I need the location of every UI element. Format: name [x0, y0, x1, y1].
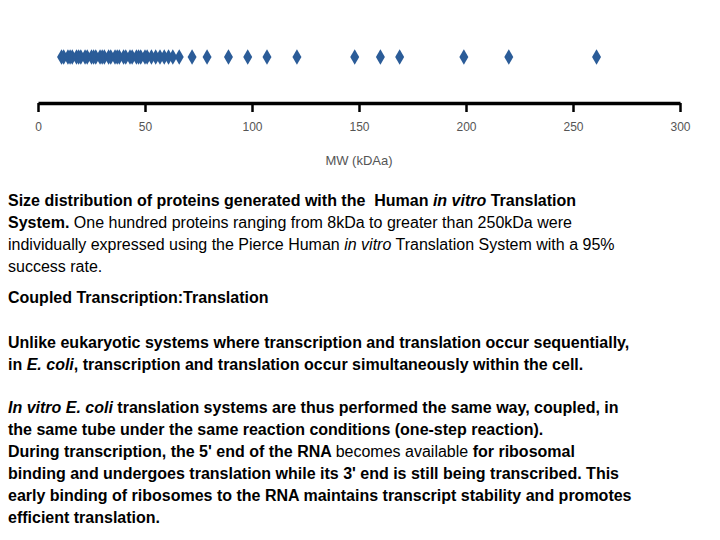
tick: 0	[35, 103, 42, 134]
marks	[57, 49, 601, 65]
text-run: in vitro	[344, 236, 391, 253]
text-run: in	[8, 356, 27, 373]
text-line: individually expressed using the Pierce …	[8, 236, 615, 253]
tick-mark	[465, 103, 468, 112]
protein-point	[459, 49, 468, 65]
text-line: System. One hundred proteins ranging fro…	[8, 214, 572, 231]
tick-label: 250	[563, 120, 583, 134]
protein-point	[395, 49, 404, 65]
text-run: During transcription, the 5' end of the …	[8, 443, 336, 460]
tick: 250	[563, 103, 583, 134]
tick-mark	[572, 103, 575, 112]
text-run: E. coli	[66, 399, 114, 416]
text-run: Coupled Transcription:Translation	[8, 289, 268, 306]
text-run: translation systems are thus performed t…	[113, 399, 619, 416]
text-line: the same tube under the same reaction co…	[8, 421, 543, 438]
protein-point	[376, 49, 385, 65]
protein-point	[504, 49, 513, 65]
tick-mark	[37, 103, 40, 112]
tick-mark	[251, 103, 254, 112]
tick-label: 50	[139, 120, 153, 134]
text-run: for ribosomal	[468, 443, 575, 460]
tick-label: 150	[349, 120, 369, 134]
page: 0 50 100 150 200 250 300 MW (kDAa) Size distribu…	[0, 0, 720, 540]
text-run: , transcription and translation occur si…	[74, 356, 583, 373]
protein-point	[224, 49, 233, 65]
text-run: E. coli	[27, 356, 75, 373]
tick: 200	[456, 103, 476, 134]
text-line: In vitro E. coli translation systems are…	[8, 399, 619, 416]
protein-point	[350, 49, 359, 65]
text-run: individually expressed using the Pierce …	[8, 236, 344, 253]
tick-label: 200	[456, 120, 476, 134]
protein-point	[262, 49, 271, 65]
text-run: One hundred proteins ranging from 8kDa t…	[69, 214, 572, 231]
text-line: Size distribution of proteins generated …	[8, 192, 576, 209]
text-line: in E. coli, transcription and translatio…	[8, 356, 583, 373]
text-line: During transcription, the 5' end of the …	[8, 443, 575, 460]
text-line: Unlike eukaryotic systems where transcri…	[8, 334, 629, 351]
text-run: Translation	[486, 192, 576, 209]
protein-point	[203, 49, 212, 65]
tick-mark	[144, 103, 147, 112]
tick: 100	[242, 103, 262, 134]
protein-point	[175, 49, 184, 65]
text-run: becomes available	[336, 443, 469, 460]
text-run: Translation System with a 95%	[391, 236, 614, 253]
text-line: early binding of ribosomes to the RNA ma…	[8, 487, 632, 504]
text-run: efficient translation.	[8, 509, 160, 526]
text-body: Size distribution of proteins generated …	[8, 192, 632, 526]
tick: 50	[139, 103, 153, 134]
tick-label: 0	[35, 120, 42, 134]
text-run: binding and undergoes translation while …	[8, 465, 619, 482]
text-line: binding and undergoes translation while …	[8, 465, 619, 482]
x-axis-title: MW (kDAa)	[325, 153, 392, 168]
tick-label: 300	[670, 120, 690, 134]
text-line: efficient translation.	[8, 509, 160, 526]
tick: 300	[670, 103, 690, 134]
text-run: early binding of ribosomes to the RNA ma…	[8, 487, 632, 504]
text-run: System.	[8, 214, 69, 231]
text-line: Coupled Transcription:Translation	[8, 289, 268, 306]
tick-mark	[358, 103, 361, 112]
protein-point	[292, 49, 301, 65]
tick: 150	[349, 103, 369, 134]
text-line: success rate.	[8, 258, 102, 275]
text-run: In vitro	[8, 399, 62, 416]
text-run: in vitro	[433, 192, 487, 209]
protein-point	[592, 49, 601, 65]
x-axis: 0 50 100 150 200 250 300	[35, 103, 691, 134]
tick-label: 100	[242, 120, 262, 134]
protein-point	[243, 49, 252, 65]
protein-point	[188, 49, 197, 65]
tick-mark	[679, 103, 682, 112]
text-run: Unlike eukaryotic systems where transcri…	[8, 334, 629, 351]
text-run: Size distribution of proteins generated …	[8, 192, 433, 209]
text-run: success rate.	[8, 258, 102, 275]
text-run: the same tube under the same reaction co…	[8, 421, 543, 438]
